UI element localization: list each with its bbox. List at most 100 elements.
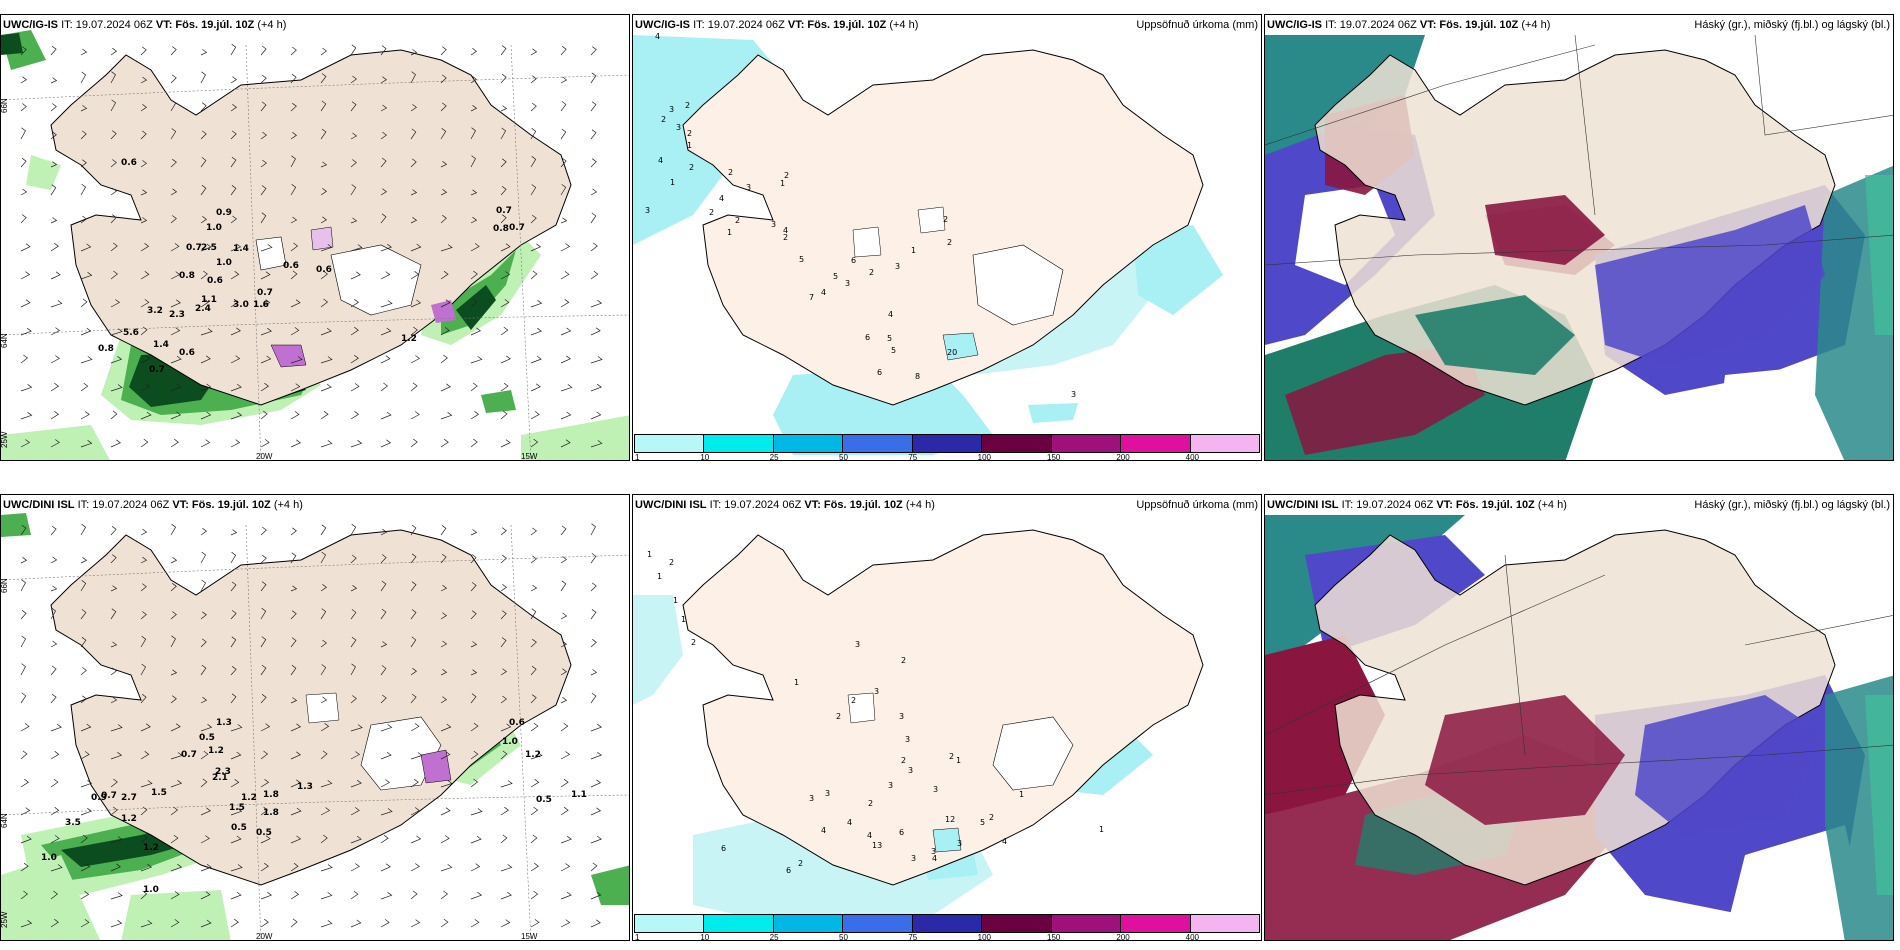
value-label: 2 — [669, 558, 674, 567]
wind-barb — [440, 412, 453, 420]
wind-barb — [560, 384, 573, 392]
wind-barb — [440, 438, 449, 448]
wind-barb — [440, 525, 447, 536]
wind-barb — [80, 580, 87, 592]
wind-barb — [80, 48, 88, 56]
legend-swatch — [982, 435, 1052, 452]
wind-barb — [410, 778, 419, 788]
wind-barb — [470, 610, 477, 620]
value-label: 0.6 — [509, 718, 525, 728]
wind-barb — [500, 243, 511, 252]
wind-barb — [320, 440, 333, 448]
wind-barb — [320, 780, 333, 788]
wind-barb — [380, 580, 387, 592]
wind-barb — [380, 411, 392, 420]
value-label: 5 — [799, 255, 804, 264]
value-label: 4 — [783, 226, 788, 235]
wind-barb — [200, 383, 212, 392]
legend-swatch — [912, 915, 983, 932]
wind-barb — [560, 217, 568, 224]
wind-barb — [200, 891, 211, 900]
legend-swatch — [1051, 915, 1122, 932]
wind-barb — [320, 664, 327, 676]
wind-barb — [410, 355, 421, 364]
panel-header: UWC/IG-IS IT: 19.07.2024 06Z VT: Fös. 19… — [3, 19, 287, 31]
wind-barb — [110, 608, 117, 620]
wind-barb — [230, 666, 237, 676]
wind-barb — [50, 271, 61, 280]
wind-barb — [440, 74, 447, 84]
wind-barb — [260, 835, 271, 844]
wind-barb — [530, 438, 539, 448]
legend-tick-label: 10 — [700, 453, 710, 461]
wind-barb — [80, 130, 87, 140]
wind-barb — [380, 892, 393, 900]
wind-barb — [560, 835, 572, 844]
wind-barb — [530, 862, 539, 872]
wind-barb — [590, 919, 601, 928]
wind-barb — [170, 438, 179, 448]
wind-barb — [500, 355, 511, 364]
value-label: 1 — [911, 246, 916, 255]
wind-barb — [230, 130, 237, 140]
wind-barb — [200, 638, 207, 648]
wind-barb — [140, 780, 153, 788]
svg-text:66N: 66N — [1, 578, 9, 593]
wind-barb — [290, 73, 297, 84]
value-label: 5 — [887, 334, 892, 343]
wind-barb — [590, 101, 597, 112]
wind-barb — [440, 723, 452, 732]
wind-barb — [350, 159, 357, 168]
wind-barb — [80, 411, 90, 420]
wind-barb — [560, 411, 572, 420]
wind-barb — [590, 669, 598, 676]
wind-barb — [140, 635, 147, 648]
svg-text:20W: 20W — [256, 932, 273, 941]
legend-swatch — [1121, 915, 1191, 932]
wind-barb — [170, 271, 181, 280]
wind-barb — [590, 411, 602, 420]
wind-barb — [560, 751, 571, 760]
value-label: 2 — [685, 101, 690, 110]
wind-barb — [20, 920, 33, 928]
wind-barb — [590, 158, 597, 168]
wind-barb — [530, 890, 539, 900]
wind-barb — [110, 99, 117, 112]
wind-barb — [350, 354, 359, 364]
wind-barb — [470, 554, 477, 564]
wind-barb — [590, 212, 597, 224]
wind-barb — [200, 130, 207, 140]
value-label: 1 — [670, 178, 675, 187]
panel-header: UWC/DINI ISL IT: 19.07.2024 06Z VT: Fös.… — [3, 499, 303, 511]
wind-barb — [380, 213, 387, 224]
wind-barb — [80, 807, 93, 816]
wind-barb — [200, 411, 212, 420]
wind-barb — [380, 157, 387, 168]
wind-barb — [350, 807, 360, 816]
wind-barb — [500, 299, 510, 308]
wind-barb — [50, 300, 63, 308]
legend-tick-label: 1 — [635, 933, 640, 941]
wind-barb — [80, 327, 92, 336]
wind-barb — [320, 216, 328, 224]
wind-barb — [230, 185, 237, 196]
wind-barb — [170, 383, 182, 392]
value-label: 0.5 — [199, 733, 215, 743]
wind-barb — [380, 665, 387, 676]
wind-barb — [170, 611, 177, 620]
legend-swatch — [773, 915, 844, 932]
wind-barb — [140, 890, 148, 900]
wind-barb — [320, 920, 333, 928]
wind-barb — [350, 411, 360, 420]
wind-barb — [500, 410, 508, 420]
wind-barb — [170, 243, 180, 252]
wind-barb — [560, 45, 567, 56]
wind-barb — [320, 327, 332, 336]
wind-barb — [410, 553, 417, 564]
wind-barb — [260, 918, 269, 928]
value-label: 0.6 — [179, 348, 195, 358]
wind-barb — [560, 184, 567, 196]
value-label: 0.6 — [207, 276, 223, 286]
value-label: 3 — [1071, 390, 1076, 399]
wind-barb — [560, 640, 568, 648]
